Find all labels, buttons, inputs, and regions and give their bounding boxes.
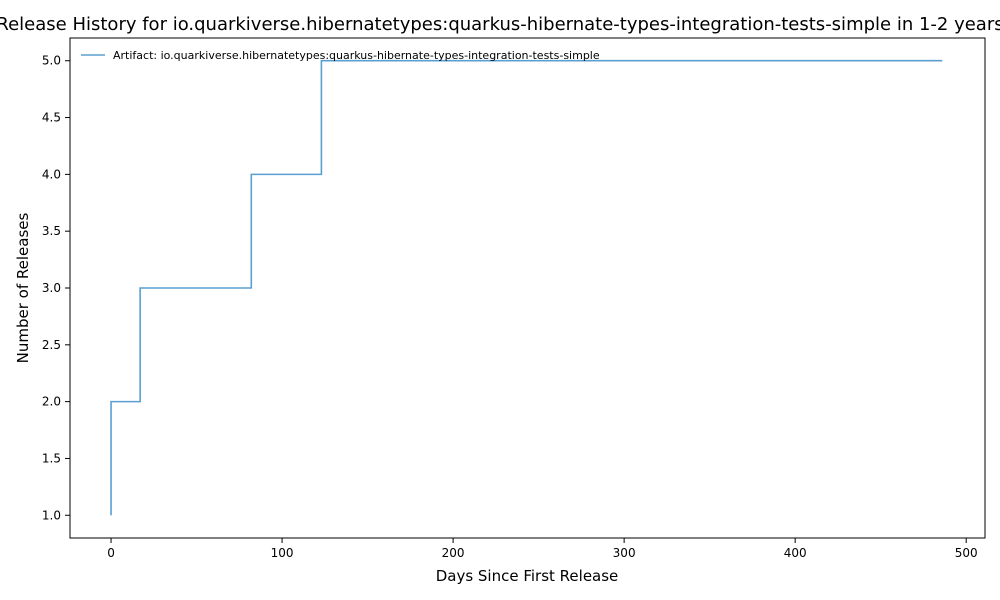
y-tick-label: 1.5	[42, 451, 61, 465]
x-tick-label: 500	[955, 546, 978, 560]
x-tick-label: 200	[442, 546, 465, 560]
series-layer	[110, 59, 943, 516]
chart-title: Release History for io.quarkiverse.hiber…	[0, 14, 1000, 35]
x-tick-label: 300	[613, 546, 636, 560]
legend-label: Artifact: io.quarkiverse.hibernatetypes:…	[113, 49, 600, 62]
plot-area	[69, 37, 986, 539]
y-axis-ticks: 1.0 1.5 2.0 2.5 3.0 3.5 4.0 4.5 5.0	[42, 54, 70, 522]
x-axis-label: Days Since First Release	[436, 567, 619, 585]
legend: Artifact: io.quarkiverse.hibernatetypes:…	[81, 49, 600, 62]
x-tick-label: 400	[784, 546, 807, 560]
y-axis-label: Number of Releases	[14, 212, 32, 363]
y-tick-label: 2.5	[42, 338, 61, 352]
x-tick-label: 100	[271, 546, 294, 560]
y-tick-label: 4.0	[42, 167, 61, 181]
release-step-line	[110, 59, 943, 516]
x-axis-ticks: 0 100 200 300 400 500	[107, 538, 978, 560]
y-tick-label: 5.0	[42, 54, 61, 68]
y-tick-label: 4.5	[42, 111, 61, 125]
y-tick-label: 2.0	[42, 395, 61, 409]
y-tick-label: 3.0	[42, 281, 61, 295]
x-tick-label: 0	[107, 546, 115, 560]
y-tick-label: 1.0	[42, 508, 61, 522]
y-tick-label: 3.5	[42, 224, 61, 238]
